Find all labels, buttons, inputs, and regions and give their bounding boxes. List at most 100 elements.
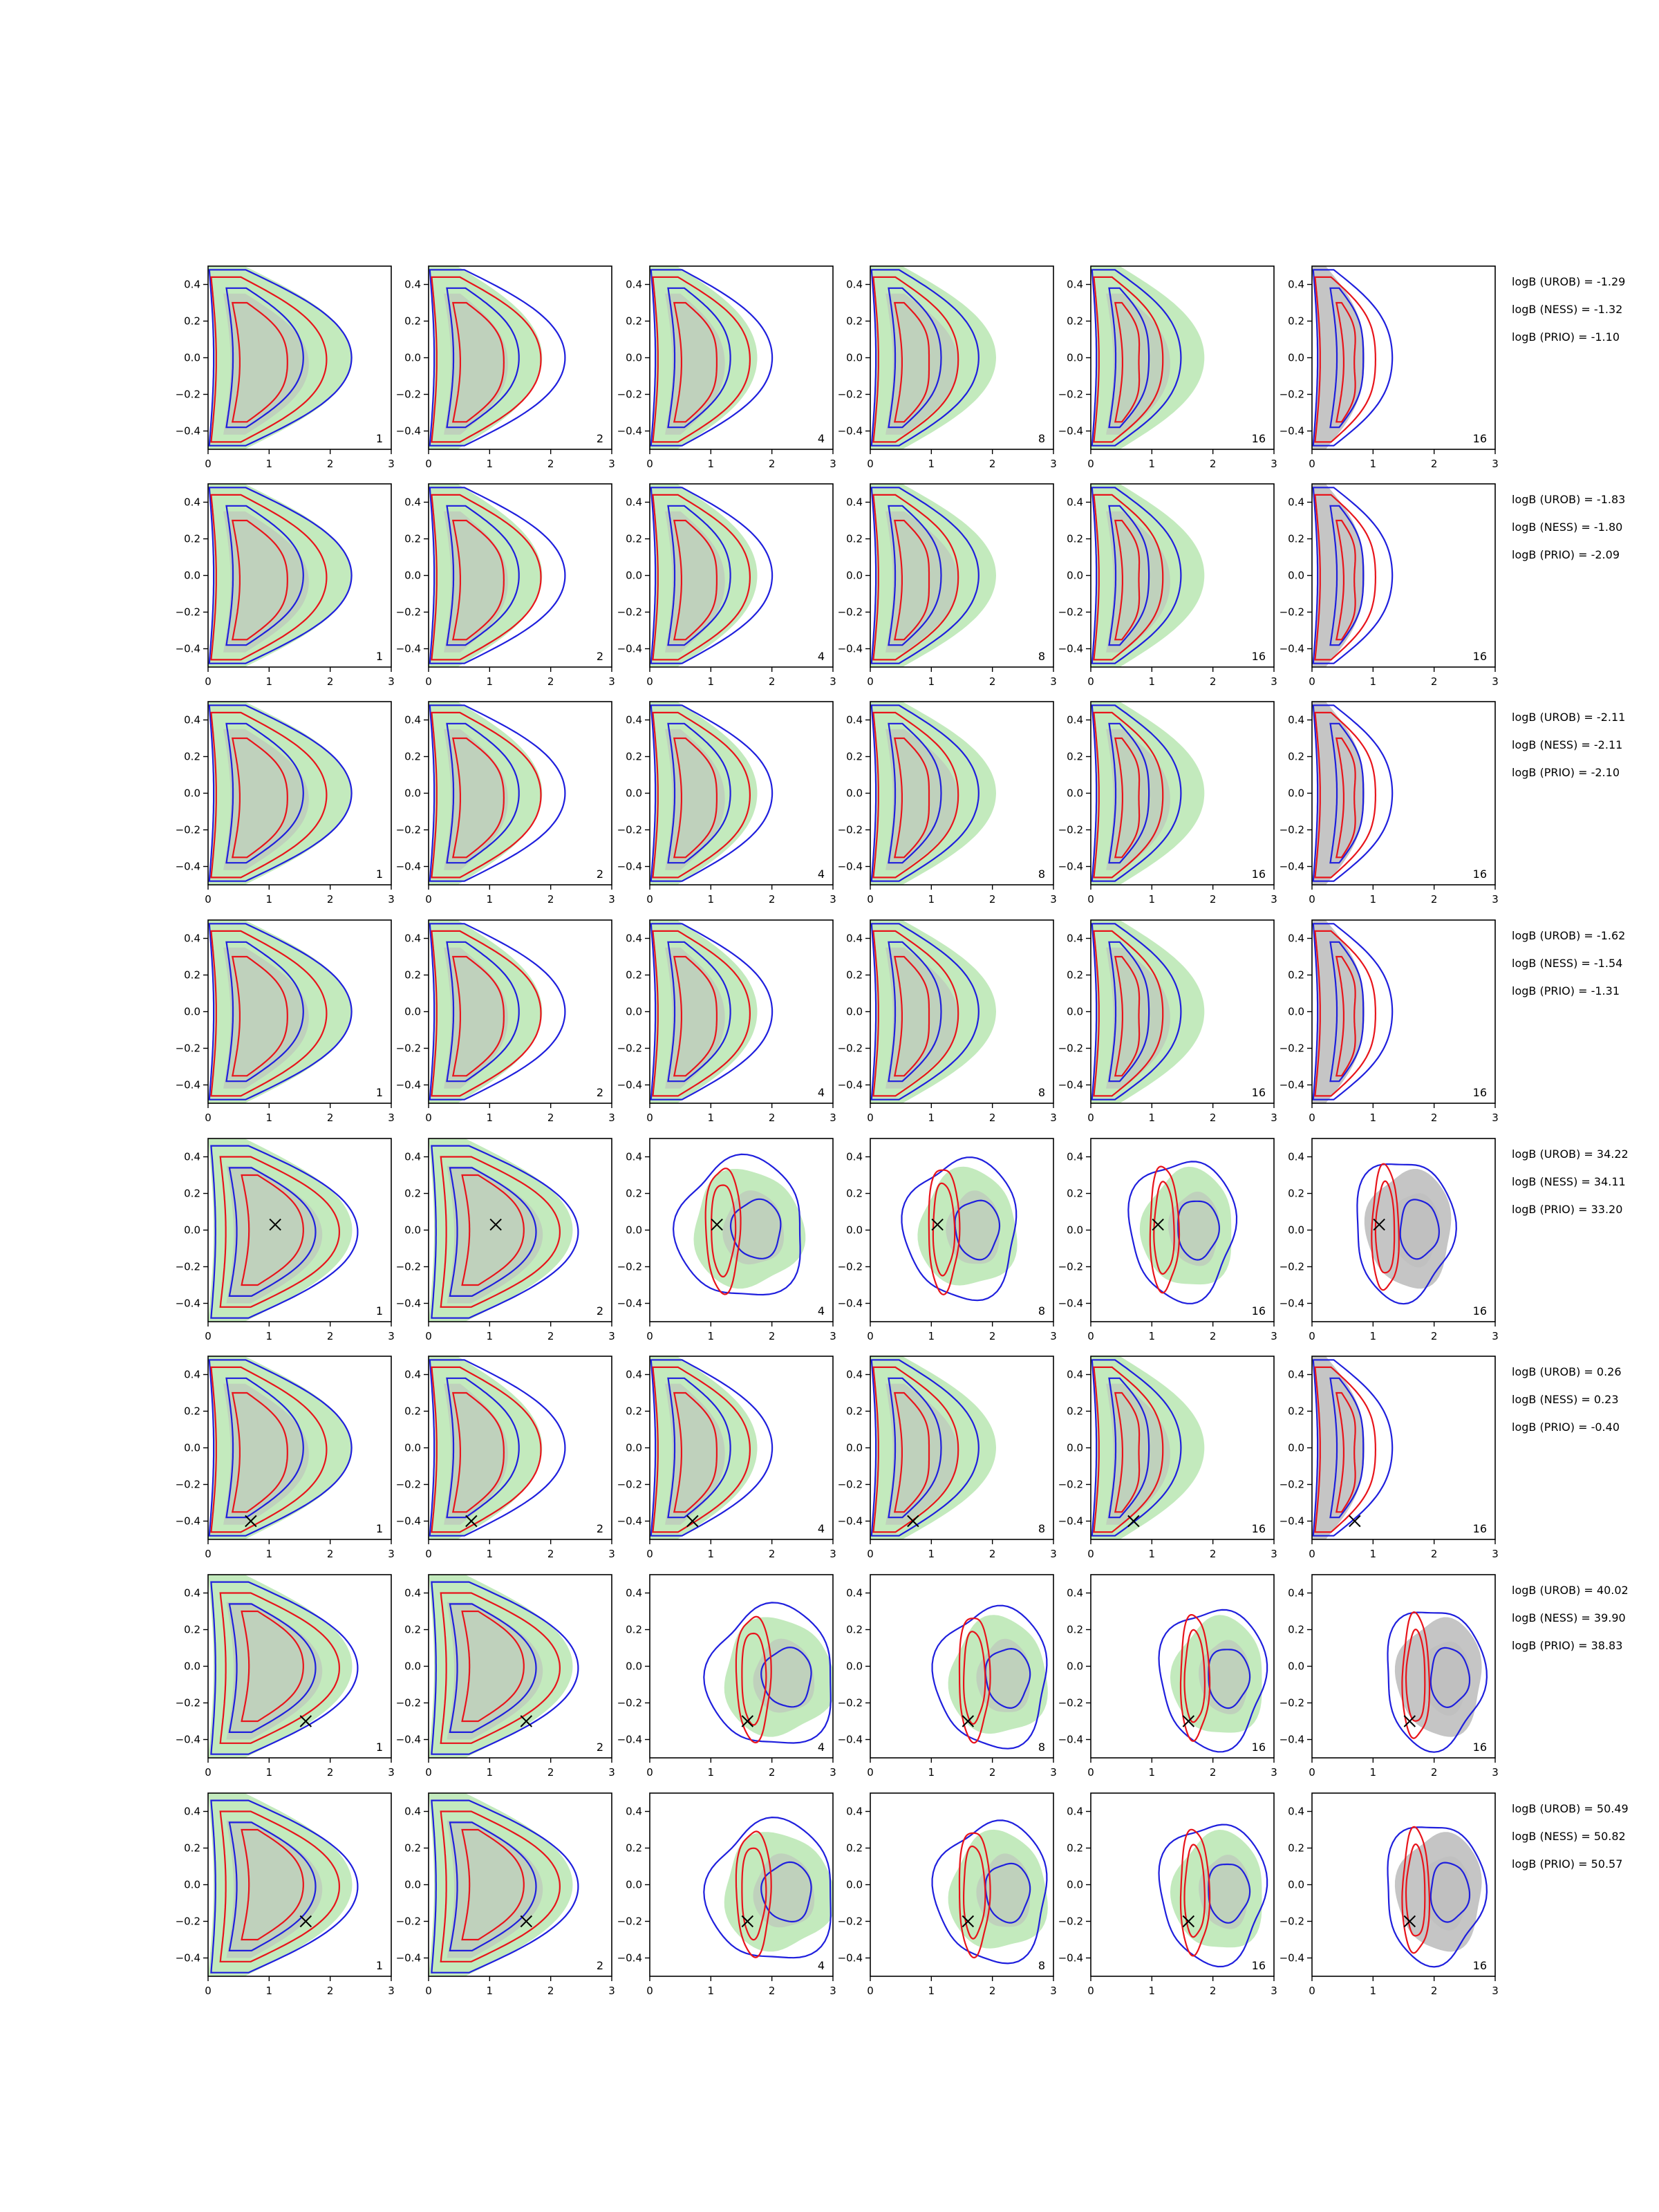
y-tick-label: 0.4: [1288, 1151, 1304, 1163]
y-tick-label: −0.2: [617, 388, 642, 401]
x-tick-label: 2: [1210, 675, 1217, 688]
blue-contour-outer: [1091, 1359, 1182, 1537]
y-tick-label: −0.2: [396, 1697, 421, 1709]
panel-plot-area: [870, 1356, 996, 1539]
x-tick-label: 3: [1271, 458, 1277, 470]
y-tick-label: −0.4: [838, 1297, 863, 1310]
x-tick-label: 2: [1210, 1766, 1217, 1779]
x-tick-label: 2: [989, 1548, 996, 1560]
blue-contour-outer: [650, 923, 774, 1100]
x-tick-label: 2: [989, 893, 996, 906]
x-tick-label: 3: [608, 675, 615, 688]
logb-annotation: logB (PRIO) = -2.09: [1512, 548, 1620, 561]
y-tick-label: −0.2: [1058, 1915, 1083, 1928]
x-tick-label: 2: [327, 1766, 334, 1779]
x-tick-label: 0: [205, 1548, 212, 1560]
true-value-marker: [1349, 1515, 1361, 1528]
y-tick-label: 0.2: [404, 315, 421, 328]
y-tick-label: 0.0: [184, 787, 200, 800]
red-contour-outer: [958, 1832, 991, 1959]
logb-annotation: logB (NESS) = 50.82: [1512, 1830, 1626, 1843]
panel-r3-c2: 0 1 2 3−0.4−0.20.00.20.42: [396, 701, 615, 906]
logb-annotation: logB (UROB) = -1.29: [1512, 275, 1625, 288]
y-tick-label: 0.0: [184, 1660, 200, 1673]
x-tick-label: 3: [1050, 1112, 1057, 1124]
red-contour-outer: [958, 1618, 991, 1744]
blue-contour-outer: [1091, 487, 1182, 664]
y-tick-label: 0.4: [1067, 1806, 1083, 1818]
x-tick-label: 3: [388, 675, 395, 688]
red-contour-inner: [963, 1845, 986, 1940]
panel-r1-c2: 0 1 2 3 −0.4 −0.2 0.0 0.2 0.4 2: [396, 265, 615, 470]
x-tick-label: 0: [1309, 1330, 1315, 1342]
y-tick-label: 0.4: [626, 496, 642, 509]
logb-annotation: logB (NESS) = -1.80: [1512, 521, 1622, 534]
red-contour-outer: [210, 1366, 328, 1533]
x-tick-label: 0: [646, 1766, 653, 1779]
red-contour-outer: [735, 1830, 772, 1958]
red-contour-inner: [451, 955, 505, 1077]
y-tick-label: −0.4: [1280, 861, 1304, 873]
panel-plot-area: [429, 266, 566, 449]
x-tick-label: 0: [205, 1112, 212, 1124]
blue-contour-inner: [1399, 1199, 1441, 1260]
panel-plot-area: [931, 1819, 1048, 1965]
y-tick-label: 0.4: [846, 1369, 863, 1381]
y-tick-label: −0.2: [617, 1479, 642, 1491]
y-tick-label: −0.4: [838, 1079, 863, 1091]
y-tick-label: 0.2: [846, 1842, 863, 1855]
y-tick-label: −0.4: [176, 425, 200, 438]
column-label: 8: [1038, 1086, 1045, 1099]
y-tick-label: 0.4: [1288, 1587, 1304, 1600]
y-tick-label: 0.0: [1288, 787, 1304, 800]
y-tick-label: 0.4: [1288, 1369, 1304, 1381]
panel-r2-c1: 0 1 2 3 −0.4 −0.2 0.0 0.2 0.4 1: [176, 483, 395, 688]
x-tick-label: 2: [1431, 1985, 1438, 1997]
x-tick-label: 0: [425, 1985, 432, 1997]
y-tick-label: 0.4: [1067, 496, 1083, 509]
y-tick-label: 0.2: [184, 1188, 200, 1200]
x-tick-label: 3: [388, 893, 395, 906]
red-contour-inner: [231, 1391, 288, 1513]
y-tick-label: 0.0: [1067, 1442, 1083, 1454]
x-tick-label: 2: [327, 1548, 334, 1560]
red-contour-inner: [1335, 737, 1356, 859]
y-tick-label: 0.0: [404, 1442, 421, 1454]
x-tick-label: 3: [830, 893, 836, 906]
blue-contour-inner: [225, 1377, 304, 1519]
panel-r1-c4: 0 1 2 3 −0.4 −0.2 0.0 0.2 0.4 8: [838, 265, 1057, 470]
true-value-marker: [1182, 1715, 1195, 1727]
blue-contour-inner: [667, 722, 731, 864]
blue-contour-inner: [888, 722, 942, 864]
x-tick-label: 1: [487, 1985, 494, 1997]
red-contour-outer: [652, 494, 751, 661]
panel-r5-c5: 0 1 2 3 −0.4 −0.2 0.0 0.2 0.4 16: [1058, 1138, 1277, 1342]
y-tick-label: 0.0: [1288, 570, 1304, 582]
y-tick-label: 0.2: [846, 533, 863, 545]
y-tick-label: −0.2: [1280, 1479, 1304, 1491]
x-tick-label: 3: [830, 1330, 836, 1342]
logb-annotation: logB (NESS) = -2.11: [1512, 738, 1622, 751]
x-tick-label: 1: [1149, 458, 1156, 470]
y-tick-label: −0.2: [617, 1261, 642, 1273]
y-tick-label: −0.2: [838, 1261, 863, 1273]
y-tick-label: 0.2: [404, 751, 421, 763]
x-tick-label: 0: [425, 1766, 432, 1779]
panel-plot-area: [208, 1138, 359, 1322]
blue-contour-inner: [1177, 1200, 1221, 1261]
y-tick-label: −0.4: [617, 1079, 642, 1091]
y-tick-label: 0.2: [404, 969, 421, 982]
column-label: 8: [1038, 1304, 1045, 1318]
panel-r7-c6: 0 1 2 3 −0.4 −0.2 0.0 0.2 0.4 16: [1280, 1574, 1499, 1779]
y-tick-label: 0.0: [1288, 1660, 1304, 1673]
x-tick-label: 1: [266, 675, 273, 688]
y-tick-label: −0.4: [1280, 1952, 1304, 1965]
x-tick-label: 3: [388, 1548, 395, 1560]
x-tick-label: 3: [1050, 1330, 1057, 1342]
inner-shaded-region: [885, 293, 959, 435]
blue-contour-outer: [210, 1581, 359, 1755]
x-tick-label: 2: [327, 1330, 334, 1342]
y-tick-label: −0.4: [396, 1297, 421, 1310]
panel-r2-c2: 0 1 2 3−0.4−0.20.00.20.42: [396, 483, 615, 688]
panel-r5-c4: 0 1 2 3 −0.4 −0.2 0.0 0.2 0.4 8: [838, 1138, 1057, 1342]
